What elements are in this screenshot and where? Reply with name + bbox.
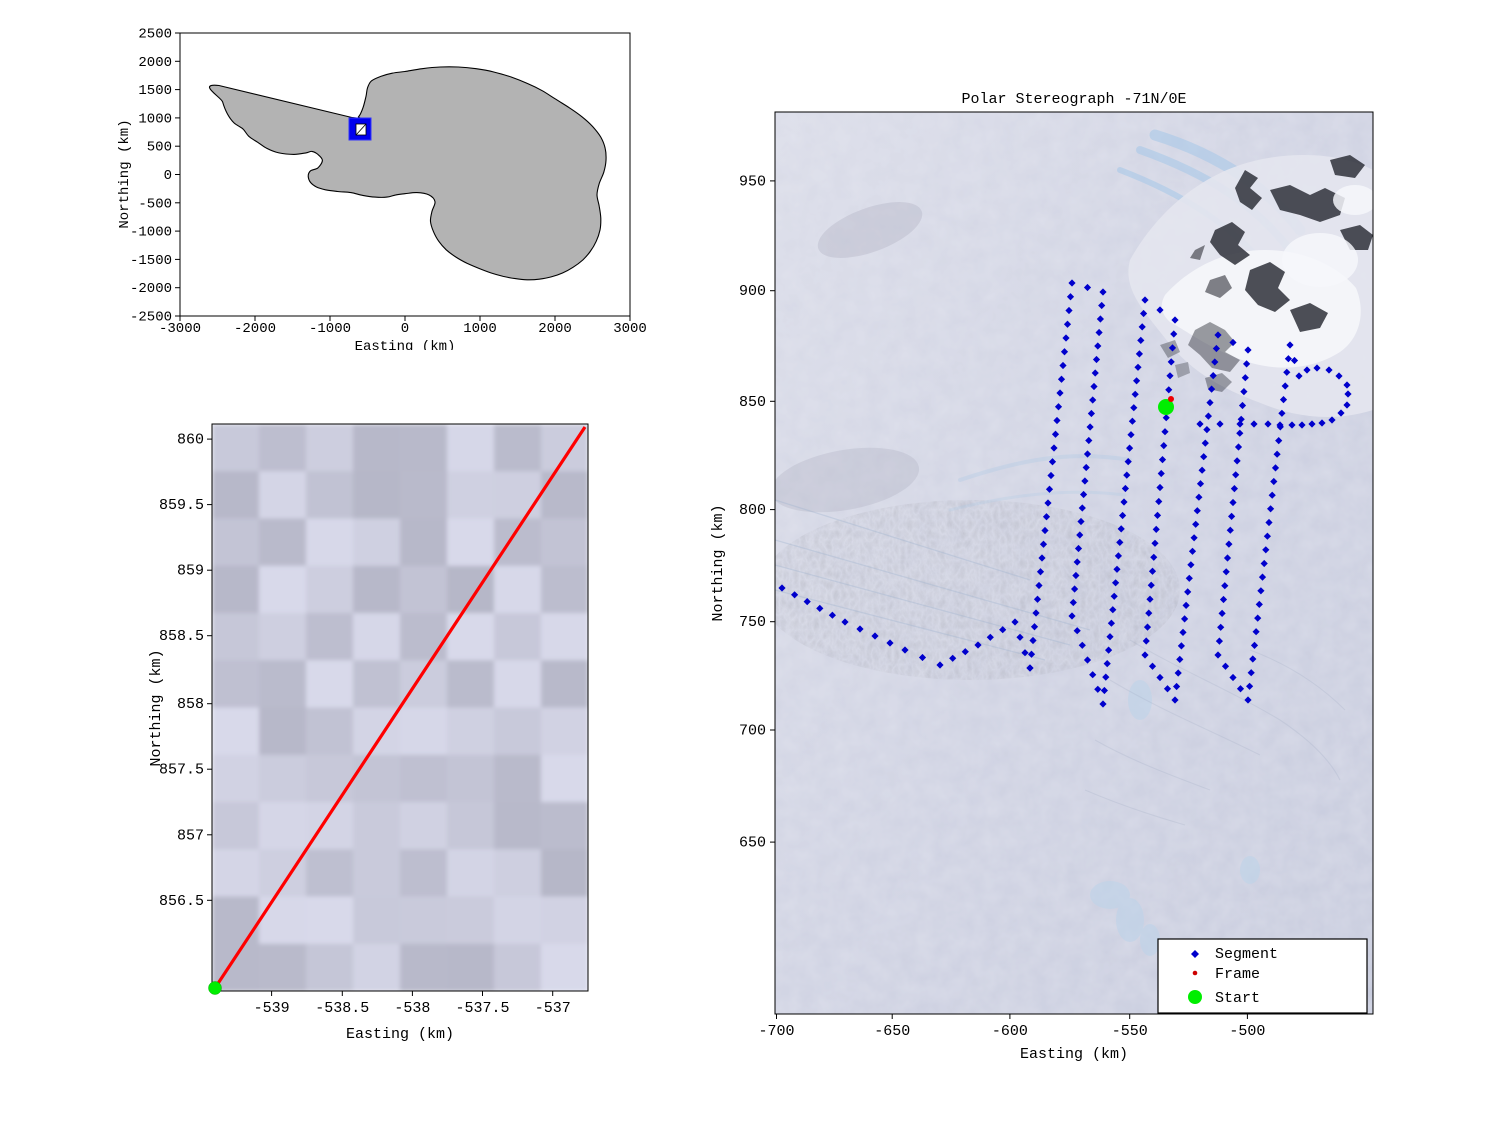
svg-text:Frame: Frame (1215, 966, 1260, 983)
svg-text:Northing (km): Northing (km) (710, 504, 727, 621)
svg-text:650: 650 (739, 835, 766, 852)
svg-text:800: 800 (739, 502, 766, 519)
svg-text:Start: Start (1215, 990, 1260, 1007)
svg-text:-700: -700 (758, 1023, 794, 1040)
svg-text:950: 950 (739, 173, 766, 190)
svg-text:900: 900 (739, 283, 766, 300)
svg-text:700: 700 (739, 723, 766, 740)
svg-text:-550: -550 (1112, 1023, 1148, 1040)
svg-text:750: 750 (739, 614, 766, 631)
svg-text:850: 850 (739, 394, 766, 411)
svg-text:-500: -500 (1229, 1023, 1265, 1040)
svg-text:-650: -650 (874, 1023, 910, 1040)
svg-text:-600: -600 (992, 1023, 1028, 1040)
svg-text:Polar Stereograph -71N/0E: Polar Stereograph -71N/0E (961, 91, 1186, 108)
svg-text:Easting (km): Easting (km) (1020, 1046, 1128, 1063)
svg-text:Segment: Segment (1215, 946, 1278, 963)
